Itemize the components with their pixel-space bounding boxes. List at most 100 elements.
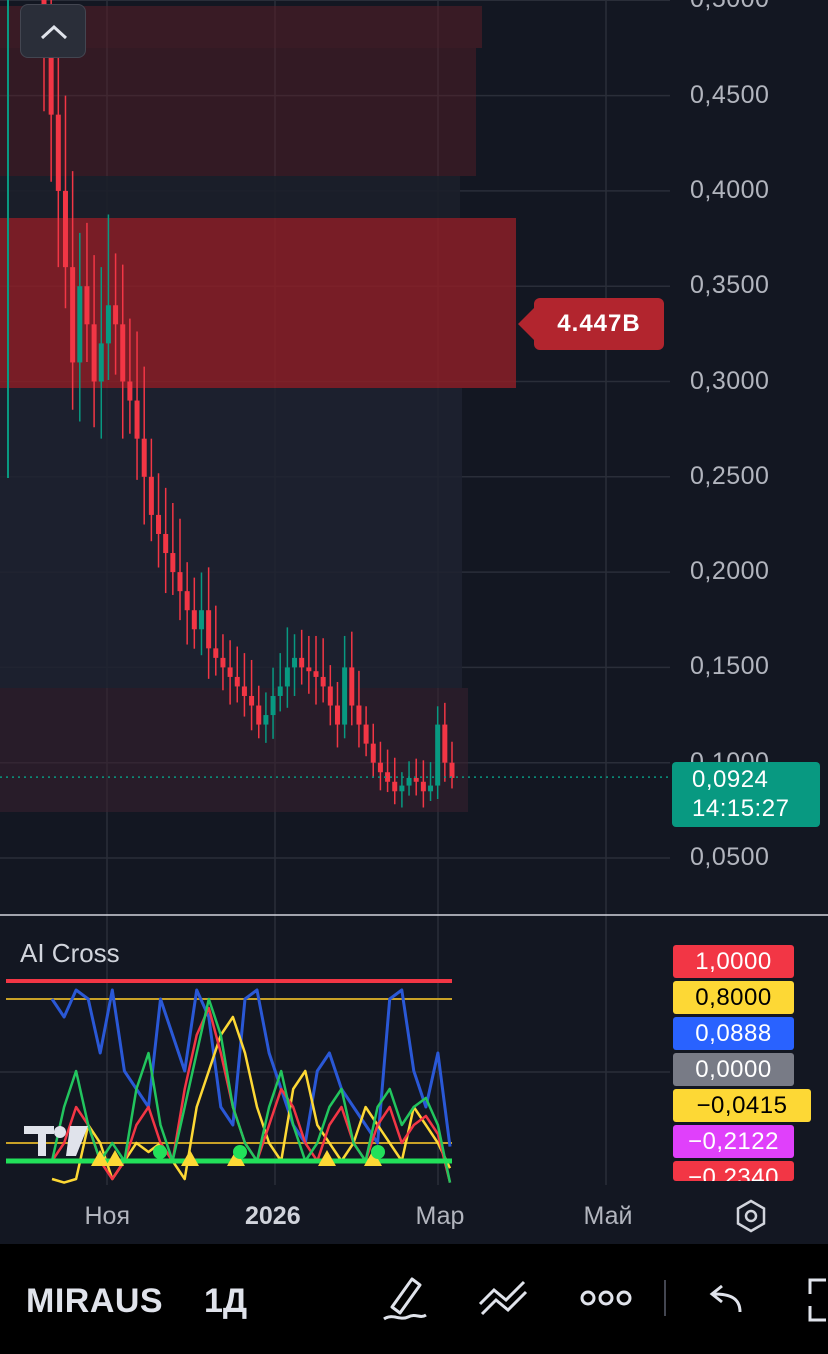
candle-body xyxy=(385,772,391,782)
price-axis-label: 0,4000 xyxy=(690,175,770,204)
candle-body xyxy=(141,438,147,477)
candle-body xyxy=(234,676,240,687)
candle-body xyxy=(413,777,419,782)
candle-body xyxy=(148,476,154,515)
volume-profile-zone xyxy=(0,688,468,812)
indicator-title: AI Cross xyxy=(20,938,120,968)
price-axis-label: 0,2000 xyxy=(690,557,770,586)
candle-body xyxy=(206,610,212,649)
volume-profile-tag: 4.447B xyxy=(518,298,664,350)
indicator-series-line xyxy=(50,997,452,1183)
price-axis-label: 0,3000 xyxy=(690,366,770,395)
signal-dot xyxy=(153,1145,167,1159)
more-icon[interactable] xyxy=(578,1286,634,1315)
candle-body xyxy=(420,781,426,792)
time-axis-label: Ноя xyxy=(84,1202,131,1230)
volume-profile-zone xyxy=(0,176,460,218)
candle-body xyxy=(356,705,362,725)
candle-body xyxy=(113,305,119,325)
candle-body xyxy=(313,671,319,677)
candle-body xyxy=(342,667,348,725)
signal-dot xyxy=(233,1145,247,1159)
candle-body xyxy=(127,381,133,401)
time-axis-label: 2026 xyxy=(245,1202,301,1230)
indicator-value-badge: 0,8000 xyxy=(673,981,794,1014)
candle-body xyxy=(363,724,369,744)
last-price: 0,0924 xyxy=(692,766,769,793)
signal-triangle xyxy=(106,1150,124,1166)
candle-body xyxy=(105,305,111,344)
candle-body xyxy=(256,705,262,725)
signal-dot xyxy=(371,1145,385,1159)
candle-body xyxy=(220,657,226,668)
candle-body xyxy=(120,324,126,382)
candle-body xyxy=(163,533,169,554)
countdown: 14:15:27 xyxy=(692,795,790,822)
time-axis-label: Мар xyxy=(415,1202,465,1230)
candle-body xyxy=(270,695,276,716)
indicator-value-badge: 0,0000 xyxy=(673,1053,794,1086)
candle-body xyxy=(284,667,290,687)
candle-body xyxy=(334,705,340,725)
time-axis-label: Май xyxy=(583,1202,633,1230)
candle-body xyxy=(306,667,312,672)
candle-body xyxy=(370,743,376,763)
candle-body xyxy=(292,657,298,668)
volume-profile-zone xyxy=(0,388,462,688)
price-axis-label: 0,4500 xyxy=(690,80,770,109)
candle-body xyxy=(442,724,448,763)
candle-body xyxy=(263,715,269,725)
candle-body xyxy=(349,667,355,706)
fullscreen-icon[interactable] xyxy=(804,1276,828,1329)
candle-body xyxy=(213,648,219,658)
candle-body xyxy=(91,324,97,382)
candle-body xyxy=(227,667,233,677)
candle-body xyxy=(170,553,176,573)
indicator-value-badge: −0,2122 xyxy=(673,1125,794,1158)
candle-body xyxy=(299,657,305,668)
candle-body xyxy=(48,57,54,115)
gear-icon[interactable] xyxy=(733,1198,769,1239)
last-price-tag: 0,0924 14:15:27 xyxy=(672,762,820,827)
indicator-value-badge: 0,0888 xyxy=(673,1017,794,1050)
price-axis-label: 0,1500 xyxy=(690,652,770,681)
indicator-value-badge: −0,2340 xyxy=(673,1161,794,1181)
price-axis-label: 0,3500 xyxy=(690,271,770,300)
bottom-toolbar xyxy=(0,1244,828,1354)
candle-body xyxy=(191,610,197,630)
signal-triangle xyxy=(227,1150,245,1166)
signal-triangle xyxy=(364,1150,382,1166)
candle-body xyxy=(184,591,190,611)
trendline-tool-icon[interactable] xyxy=(476,1276,532,1325)
candle-body xyxy=(84,286,90,325)
tradingview-logo-icon xyxy=(22,1120,94,1165)
candle-body xyxy=(98,343,104,382)
price-axis-label: 0,0500 xyxy=(690,843,770,871)
undo-icon[interactable] xyxy=(704,1280,748,1325)
candle-body xyxy=(277,686,283,696)
price-axis-label: 0,2500 xyxy=(690,461,770,490)
candle-body xyxy=(428,785,434,792)
symbol-name[interactable]: MIRAUS xyxy=(26,1282,164,1320)
signal-triangle xyxy=(181,1150,199,1166)
indicator-value-badge: −0,0415 xyxy=(673,1089,811,1122)
timeframe-button[interactable]: 1Д xyxy=(204,1282,248,1320)
candle-body xyxy=(377,762,383,773)
pen-icon[interactable] xyxy=(380,1273,430,1328)
collapse-button[interactable] xyxy=(20,4,86,58)
candle-body xyxy=(134,400,140,439)
candle-body xyxy=(392,781,398,792)
candle-body xyxy=(198,610,204,630)
toolbar-divider xyxy=(664,1280,666,1316)
chevron-up-icon xyxy=(40,24,68,40)
indicator-series-line xyxy=(50,988,452,1147)
candle-body xyxy=(77,286,83,363)
candle-body xyxy=(320,676,326,687)
volume-profile-zone xyxy=(0,48,476,176)
candle-body xyxy=(406,777,412,786)
candle-body xyxy=(249,695,255,706)
indicator-value-badge: 1,0000 xyxy=(673,945,794,978)
candle-body xyxy=(70,267,76,363)
